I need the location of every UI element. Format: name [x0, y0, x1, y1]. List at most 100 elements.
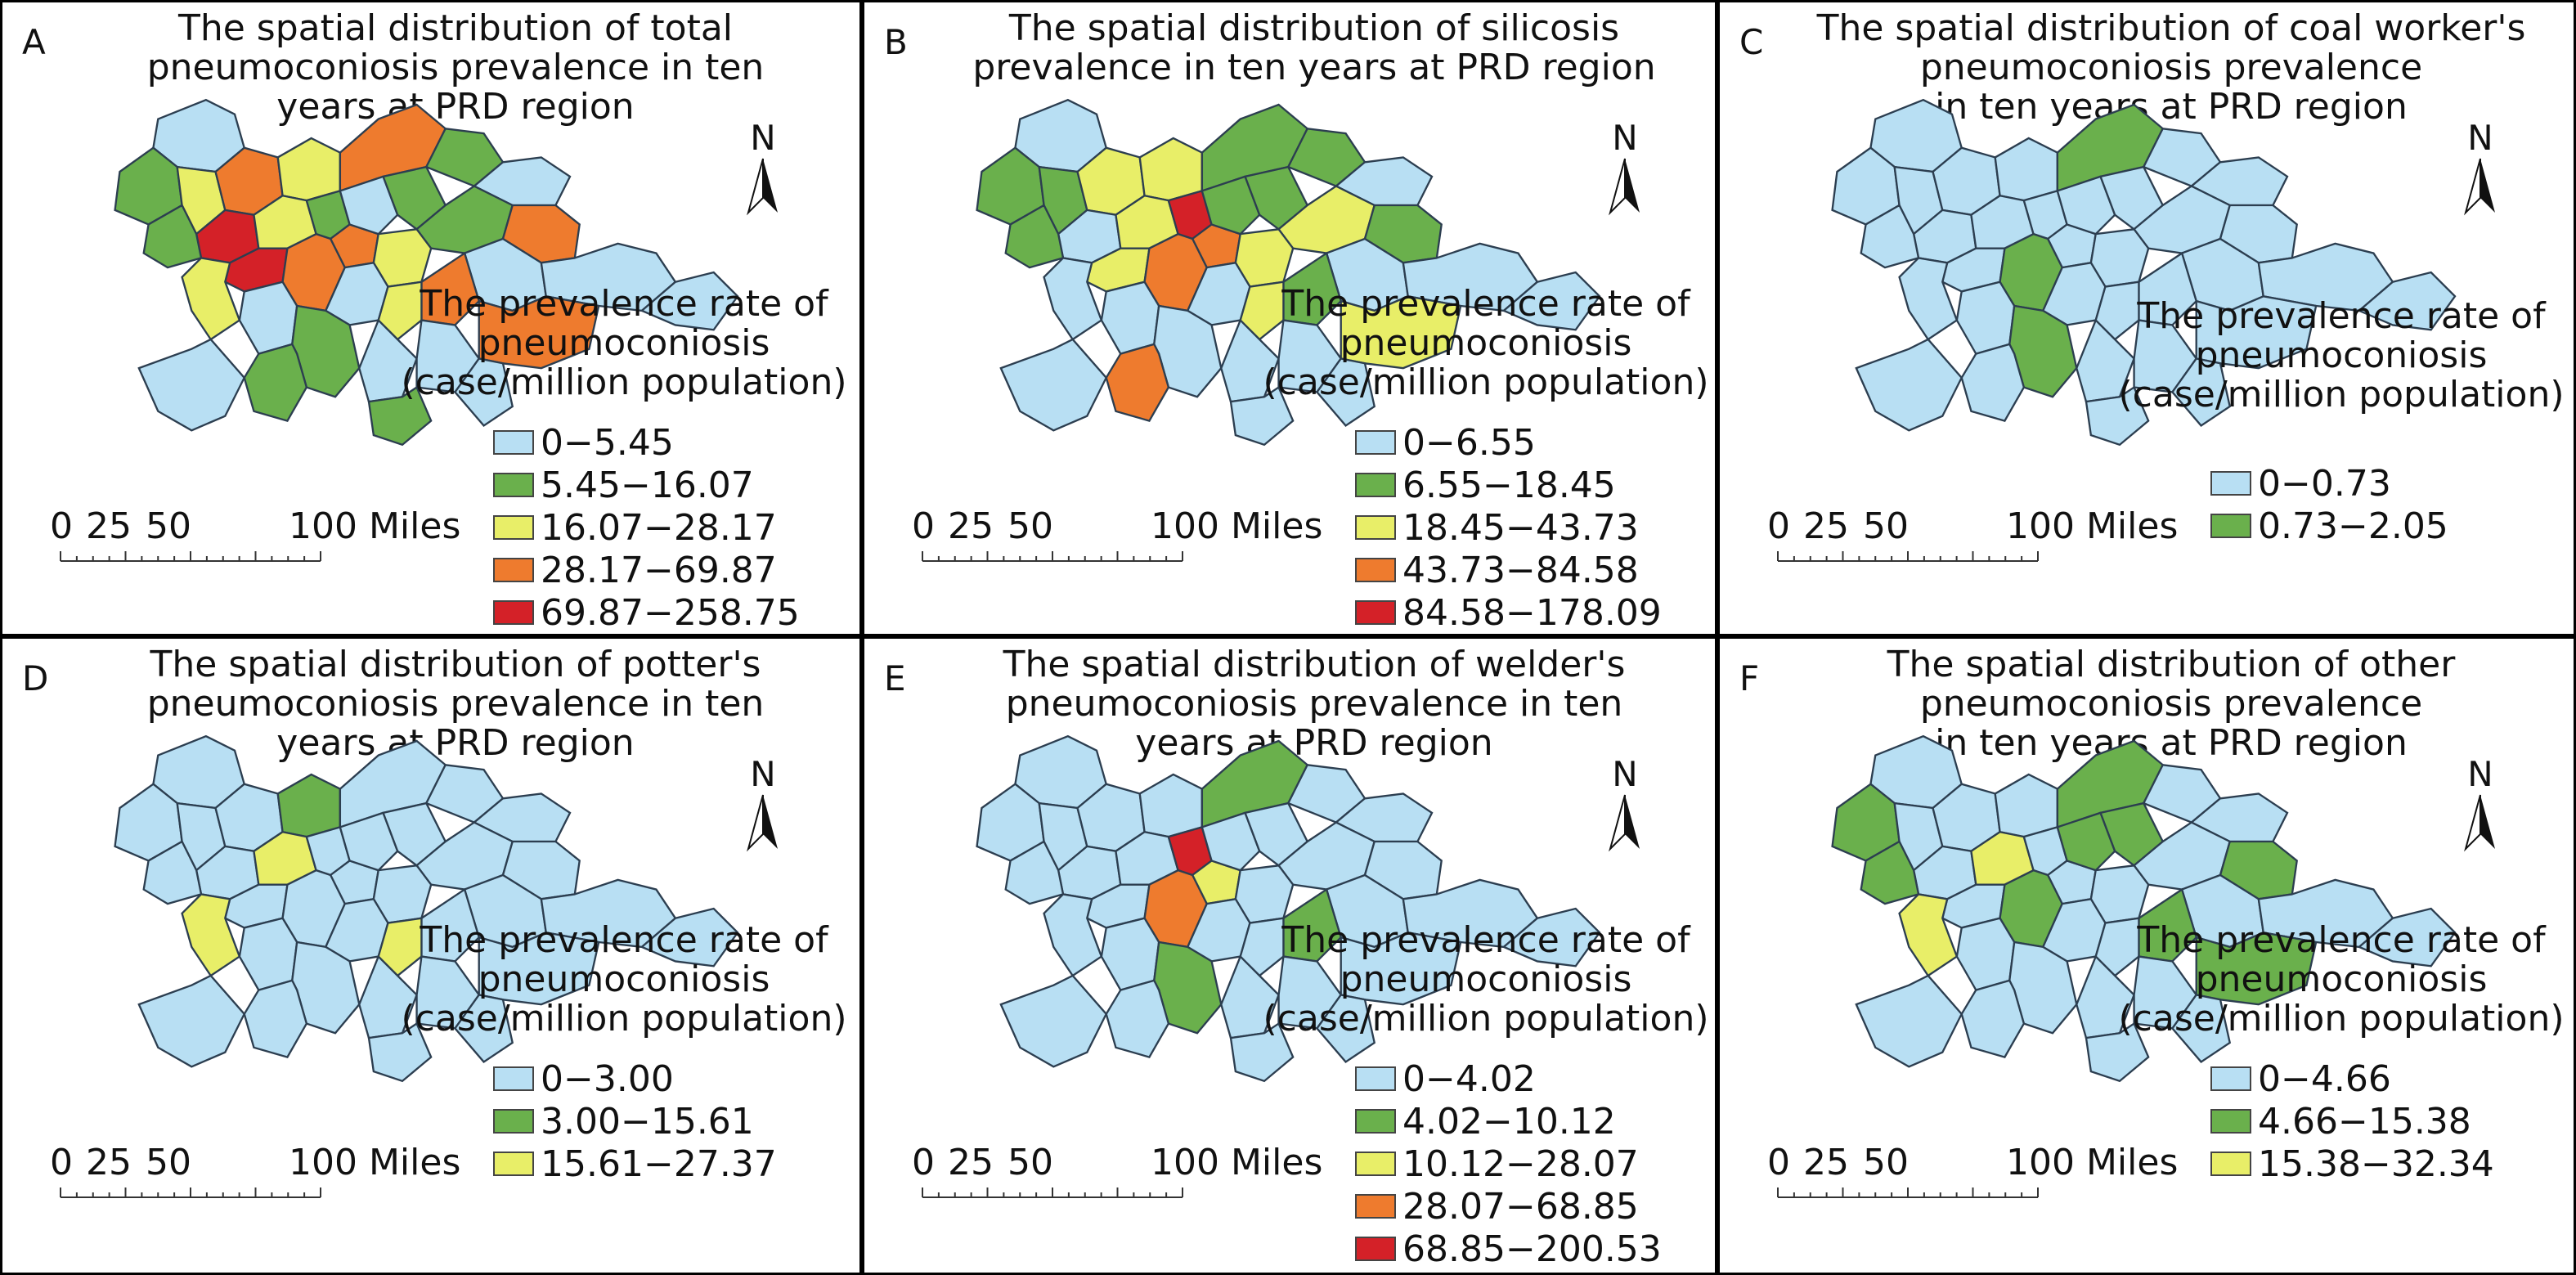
north-label: N — [750, 754, 776, 794]
legend-swatch — [2210, 1152, 2251, 1176]
scale-label: 25 — [948, 505, 994, 547]
north-label: N — [750, 118, 776, 158]
legend-item: 28.07−68.85 — [1355, 1185, 1662, 1228]
legend-item: 69.87−258.75 — [493, 591, 800, 634]
map-panel-a: A The spatial distribution of total pneum… — [0, 0, 862, 636]
map-region — [367, 385, 433, 447]
legend-label: 0.73−2.05 — [2258, 505, 2448, 547]
panel-title: The spatial distribution of potter's pne… — [146, 644, 765, 764]
panel-letter: A — [22, 22, 46, 62]
map-region — [238, 281, 298, 355]
legend-item: 43.73−84.58 — [1355, 549, 1662, 591]
panel-letter: B — [884, 22, 908, 62]
map-region — [276, 137, 342, 202]
map-region — [243, 343, 308, 422]
map-region — [339, 175, 399, 236]
choropleth-map — [1831, 734, 2457, 1083]
legend-title: The prevalence rate of pneumoconiosis (c… — [2118, 919, 2565, 1039]
map-region — [2094, 917, 2140, 977]
north-arrow-icon — [2464, 158, 2495, 216]
legend-label: 68.85−200.53 — [1402, 1228, 1662, 1270]
scale-label: 0 — [50, 505, 73, 547]
scale-label: 0 — [1767, 1142, 1790, 1183]
scale-label: 100 Miles — [289, 505, 461, 547]
legend-item: 28.17−69.87 — [493, 549, 800, 591]
legend: 0−5.45 5.45−16.07 16.07−28.17 28.17−69.87 69… — [493, 421, 800, 634]
legend-title: The prevalence rate of pneumoconiosis (c… — [401, 919, 847, 1039]
map-region — [640, 907, 739, 967]
north-arrow: N — [2456, 757, 2505, 855]
legend-title: The prevalence rate of pneumoconiosis (c… — [1263, 919, 1709, 1039]
legend-label: 0−6.55 — [1402, 421, 1536, 464]
north-arrow: N — [738, 121, 788, 219]
legend-swatch — [2210, 1109, 2251, 1134]
map-panel-d: D The spatial distribution of potter's pn… — [0, 636, 862, 1275]
map-region — [1898, 257, 1959, 341]
panel-title: The spatial distribution of other pneumo… — [1887, 644, 2456, 764]
legend-label: 28.07−68.85 — [1402, 1185, 1639, 1228]
map-region — [1955, 917, 2016, 991]
map-region — [1200, 811, 1261, 872]
legend-item: 5.45−16.07 — [493, 464, 800, 506]
scale-label: 25 — [1803, 1142, 1849, 1183]
legend: 0−4.02 4.02−10.12 10.12−28.07 28.07−68.85 68… — [1355, 1057, 1662, 1270]
map-region — [1898, 893, 1959, 977]
legend-label: 18.45−43.73 — [1402, 506, 1639, 549]
map-region — [137, 338, 246, 432]
legend-item: 15.38−32.34 — [2210, 1143, 2494, 1185]
legend-swatch — [1355, 1194, 1396, 1219]
legend-item: 0−3.00 — [493, 1057, 777, 1100]
map-region — [339, 811, 399, 872]
legend-label: 6.55−18.45 — [1402, 464, 1616, 506]
legend-swatch — [1355, 473, 1396, 497]
map-region — [181, 893, 241, 977]
map-region — [1955, 281, 2016, 355]
legend-label: 5.45−16.07 — [541, 464, 754, 506]
map-region — [1105, 979, 1170, 1058]
map-region — [1229, 1021, 1295, 1083]
panel-title: The spatial distribution of silicosis pr… — [972, 7, 1656, 88]
north-label: N — [2467, 754, 2493, 794]
legend-item: 16.07−28.17 — [493, 506, 800, 549]
legend-label: 0−3.00 — [541, 1057, 674, 1100]
north-label: N — [1612, 754, 1638, 794]
scale-label: 50 — [1008, 505, 1053, 547]
legend-label: 0−4.66 — [2258, 1057, 2391, 1100]
scale-label: 100 Miles — [1151, 1142, 1323, 1183]
legend-item: 0−0.73 — [2210, 462, 2448, 505]
scale-label: 25 — [1803, 505, 1849, 547]
north-arrow: N — [1600, 121, 1649, 219]
map-region — [1200, 175, 1261, 236]
north-label: N — [1612, 118, 1638, 158]
legend-item: 15.61−27.37 — [493, 1143, 777, 1185]
map-region — [2056, 175, 2116, 236]
map-panel-f: F The spatial distribution of other pneum… — [1717, 636, 2576, 1275]
legend-swatch — [493, 515, 534, 540]
legend-swatch — [493, 1152, 534, 1176]
map-region — [1960, 343, 2026, 422]
map-region — [377, 281, 423, 341]
legend-title: The prevalence rate of pneumoconiosis (c… — [2118, 295, 2565, 415]
legend-item: 0−4.66 — [2210, 1057, 2494, 1100]
map-region — [1100, 281, 1160, 355]
legend-label: 0−5.45 — [541, 421, 674, 464]
map-panel-b: B The spatial distribution of silicosis p… — [862, 0, 1717, 636]
scale-label: 0 — [912, 1142, 935, 1183]
map-region — [243, 979, 308, 1058]
legend-label: 16.07−28.17 — [541, 506, 777, 549]
legend-item: 18.45−43.73 — [1355, 506, 1662, 549]
north-arrow: N — [738, 757, 788, 855]
legend-item: 3.00−15.61 — [493, 1100, 777, 1143]
scale-label: 50 — [1863, 1142, 1909, 1183]
map-region — [2170, 994, 2232, 1063]
map-region — [453, 357, 514, 427]
north-arrow-icon — [2464, 794, 2495, 852]
scale-ruler — [922, 551, 1183, 562]
map-region — [1315, 357, 1376, 427]
scale-label: 25 — [86, 1142, 132, 1183]
legend-label: 4.02−10.12 — [1402, 1100, 1616, 1143]
scale-label: 50 — [1863, 505, 1909, 547]
scale-label: 25 — [86, 505, 132, 547]
map-region — [1138, 137, 1204, 202]
legend-label: 43.73−84.58 — [1402, 549, 1639, 591]
